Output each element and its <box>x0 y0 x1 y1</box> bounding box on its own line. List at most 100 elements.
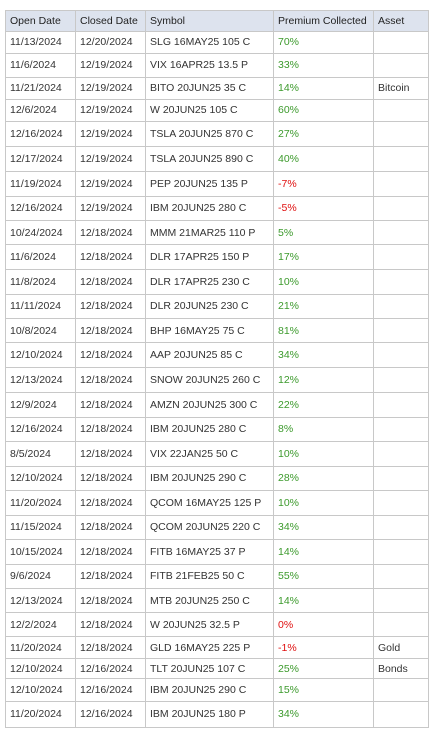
table-row: 12/16/2024 12/19/2024 IBM 20JUN25 280 C -5% <box>5 195 429 221</box>
cell-premium: -1% <box>273 636 374 659</box>
cell-closed: 12/18/2024 <box>75 465 146 491</box>
cell-open: 12/16/2024 <box>5 416 76 442</box>
cell-symbol: DLR 17APR25 150 P <box>145 244 274 270</box>
table-row: 9/6/2024 12/18/2024 FITB 21FEB25 50 C 55% <box>5 563 429 589</box>
cell-open: 11/6/2024 <box>5 52 76 78</box>
cell-closed: 12/18/2024 <box>75 563 146 589</box>
table-row: 12/10/2024 12/18/2024 AAP 20JUN25 85 C 34% <box>5 342 429 368</box>
cell-closed: 12/18/2024 <box>75 539 146 565</box>
table-row: 11/20/2024 12/18/2024 GLD 16MAY25 225 P -1%… <box>5 636 429 659</box>
cell-closed: 12/19/2024 <box>75 170 146 197</box>
column-header: Asset <box>373 10 429 32</box>
cell-premium: 10% <box>273 268 374 295</box>
cell-premium: 15% <box>273 678 374 702</box>
cell-symbol: DLR 20JUN25 230 C <box>145 293 274 319</box>
cell-closed: 12/20/2024 <box>75 31 146 54</box>
cell-premium: -5% <box>273 195 374 221</box>
cell-premium: 10% <box>273 490 374 516</box>
cell-premium: 27% <box>273 120 374 147</box>
cell-open: 11/15/2024 <box>5 514 76 540</box>
cell-asset <box>373 31 429 54</box>
cell-asset <box>373 145 429 172</box>
table-row: 11/6/2024 12/18/2024 DLR 17APR25 150 P 17% <box>5 244 429 270</box>
cell-open: 11/11/2024 <box>5 293 76 319</box>
cell-asset <box>373 514 429 540</box>
table-row: 10/24/2024 12/18/2024 MMM 21MAR25 110 P 5% <box>5 220 429 245</box>
table-row: 12/13/2024 12/18/2024 MTB 20JUN25 250 C 14% <box>5 588 429 613</box>
cell-open: 10/8/2024 <box>5 318 76 343</box>
table-row: 12/10/2024 12/16/2024 TLT 20JUN25 107 C 25%… <box>5 658 429 679</box>
cell-open: 12/10/2024 <box>5 342 76 368</box>
table-row: 12/17/2024 12/19/2024 TSLA 20JUN25 890 C 40… <box>5 145 429 172</box>
table-row: 12/9/2024 12/18/2024 AMZN 20JUN25 300 C 22% <box>5 391 429 418</box>
cell-asset <box>373 416 429 442</box>
cell-open: 12/17/2024 <box>5 145 76 172</box>
table-row: 12/16/2024 12/19/2024 TSLA 20JUN25 870 C 27… <box>5 120 429 147</box>
cell-open: 10/24/2024 <box>5 220 76 245</box>
cell-open: 11/19/2024 <box>5 170 76 197</box>
cell-symbol: SLG 16MAY25 105 C <box>145 31 274 54</box>
table-row: 8/5/2024 12/18/2024 VIX 22JAN25 50 C 10% <box>5 441 429 467</box>
cell-asset <box>373 465 429 491</box>
cell-open: 12/16/2024 <box>5 120 76 147</box>
cell-asset <box>373 700 429 728</box>
cell-asset <box>373 441 429 467</box>
cell-premium: 17% <box>273 244 374 270</box>
cell-closed: 12/19/2024 <box>75 98 146 122</box>
cell-closed: 12/19/2024 <box>75 77 146 100</box>
cell-asset <box>373 98 429 122</box>
cell-symbol: MMM 21MAR25 110 P <box>145 220 274 245</box>
cell-premium: 0% <box>273 612 374 637</box>
cell-premium: 14% <box>273 588 374 613</box>
table-row: 10/15/2024 12/18/2024 FITB 16MAY25 37 P 14% <box>5 539 429 565</box>
cell-asset: Bonds <box>373 658 429 679</box>
cell-closed: 12/18/2024 <box>75 391 146 418</box>
cell-symbol: W 20JUN25 105 C <box>145 98 274 122</box>
cell-symbol: TSLA 20JUN25 870 C <box>145 120 274 147</box>
cell-open: 11/8/2024 <box>5 268 76 295</box>
cell-symbol: IBM 20JUN25 280 C <box>145 195 274 221</box>
cell-premium: 12% <box>273 366 374 393</box>
cell-premium: -7% <box>273 170 374 197</box>
cell-symbol: QCOM 20JUN25 220 C <box>145 514 274 540</box>
cell-premium: 25% <box>273 658 374 679</box>
cell-closed: 12/18/2024 <box>75 220 146 245</box>
cell-asset <box>373 120 429 147</box>
cell-closed: 12/18/2024 <box>75 636 146 659</box>
cell-asset <box>373 195 429 221</box>
cell-open: 11/13/2024 <box>5 31 76 54</box>
cell-symbol: PEP 20JUN25 135 P <box>145 170 274 197</box>
cell-closed: 12/18/2024 <box>75 441 146 467</box>
cell-asset <box>373 539 429 565</box>
cell-closed: 12/19/2024 <box>75 195 146 221</box>
cell-open: 12/10/2024 <box>5 678 76 702</box>
cell-symbol: VIX 16APR25 13.5 P <box>145 52 274 78</box>
column-header: Premium Collected <box>273 10 374 32</box>
table-row: 11/19/2024 12/19/2024 PEP 20JUN25 135 P -7% <box>5 170 429 197</box>
header-row: Open Date Closed Date Symbol Premium Collec… <box>5 10 429 32</box>
cell-premium: 21% <box>273 293 374 319</box>
cell-closed: 12/18/2024 <box>75 342 146 368</box>
cell-open: 11/21/2024 <box>5 77 76 100</box>
cell-asset <box>373 678 429 702</box>
table-row: 11/20/2024 12/18/2024 QCOM 16MAY25 125 P 10… <box>5 490 429 516</box>
cell-premium: 70% <box>273 31 374 54</box>
cell-symbol: AAP 20JUN25 85 C <box>145 342 274 368</box>
cell-symbol: IBM 20JUN25 290 C <box>145 465 274 491</box>
cell-symbol: QCOM 16MAY25 125 P <box>145 490 274 516</box>
cell-symbol: TLT 20JUN25 107 C <box>145 658 274 679</box>
cell-symbol: SNOW 20JUN25 260 C <box>145 366 274 393</box>
cell-closed: 12/18/2024 <box>75 318 146 343</box>
cell-closed: 12/18/2024 <box>75 588 146 613</box>
table-row: 11/15/2024 12/18/2024 QCOM 20JUN25 220 C 34… <box>5 514 429 540</box>
cell-open: 12/13/2024 <box>5 588 76 613</box>
cell-premium: 5% <box>273 220 374 245</box>
table-row: 11/13/2024 12/20/2024 SLG 16MAY25 105 C 70% <box>5 31 429 54</box>
cell-symbol: VIX 22JAN25 50 C <box>145 441 274 467</box>
table-row: 11/6/2024 12/19/2024 VIX 16APR25 13.5 P 33% <box>5 52 429 78</box>
cell-symbol: IBM 20JUN25 180 P <box>145 700 274 728</box>
table-row: 12/10/2024 12/18/2024 IBM 20JUN25 290 C 28% <box>5 465 429 491</box>
cell-open: 10/15/2024 <box>5 539 76 565</box>
trades-table: Open Date Closed Date Symbol Premium Collec… <box>5 10 429 728</box>
